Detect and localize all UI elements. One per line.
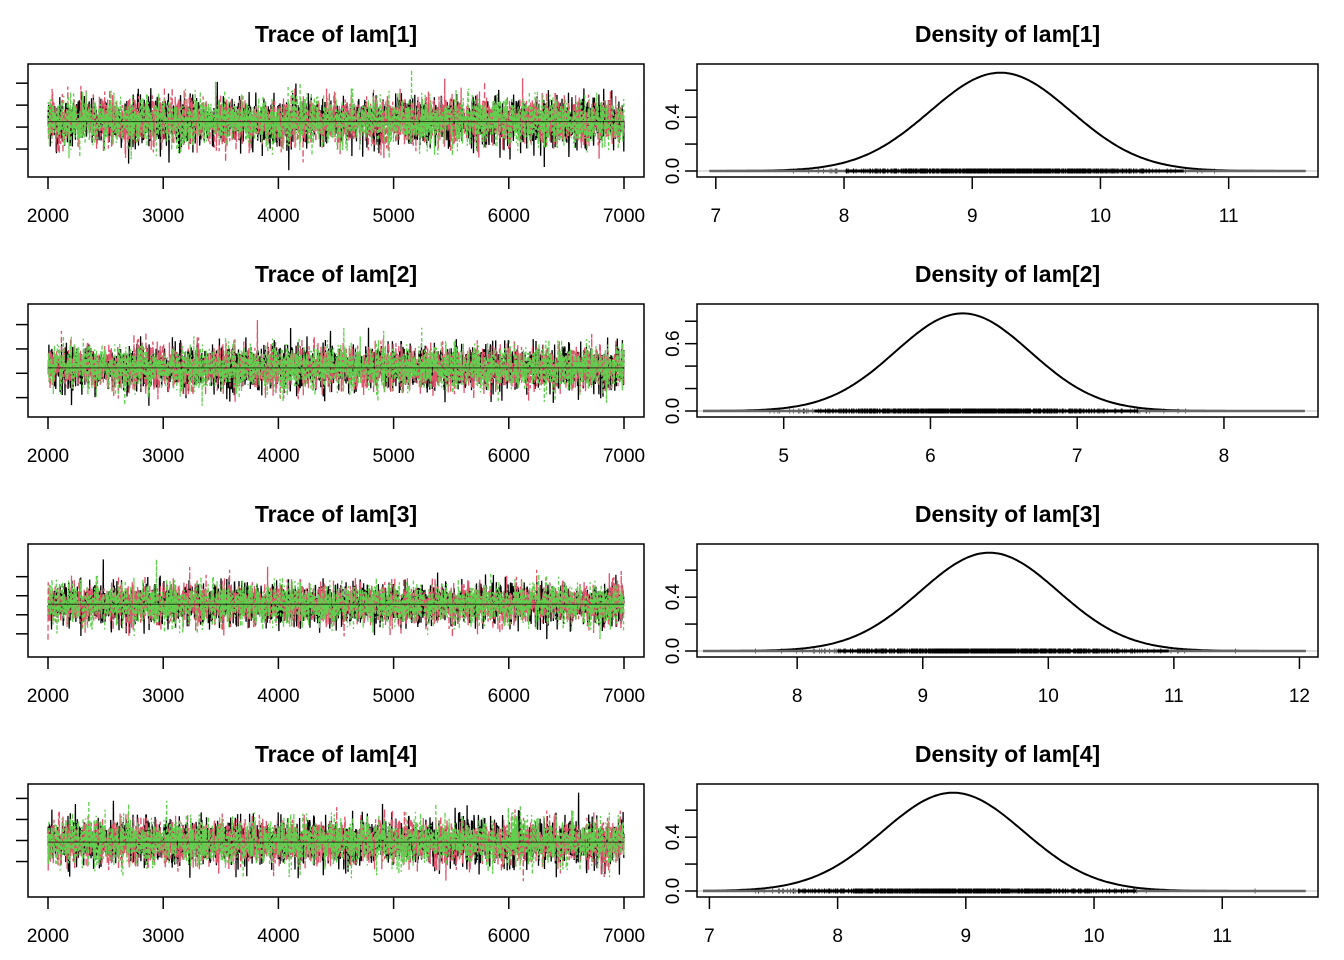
y-tick-label: 0.4 bbox=[663, 583, 684, 610]
density-curve bbox=[703, 312, 1305, 412]
trace-panel-2: Trace of lam[2] 2000 3000 4000 5000 6000 7000 bbox=[16, 261, 645, 467]
plot-area bbox=[697, 791, 1318, 894]
x-tick-label: 8 bbox=[792, 686, 803, 707]
x-tick-label: 6000 bbox=[488, 206, 530, 227]
x-tick-label: 7000 bbox=[603, 446, 645, 467]
rug bbox=[703, 648, 1306, 654]
panel-title: Trace of lam[3] bbox=[255, 501, 417, 527]
trace-line-chain-3 bbox=[47, 327, 625, 406]
x-tick-label: 3000 bbox=[142, 206, 184, 227]
plot-frame bbox=[696, 63, 1319, 178]
rug bbox=[709, 168, 1306, 174]
panel-title: Trace of lam[2] bbox=[255, 261, 417, 287]
trace-line-chain-3 bbox=[47, 800, 625, 879]
x-tick-label: 7 bbox=[1072, 446, 1083, 467]
x-tick-label: 2000 bbox=[27, 446, 69, 467]
x-tick-label: 9 bbox=[917, 686, 928, 707]
x-tick-label: 7000 bbox=[603, 686, 645, 707]
x-tick-label: 2000 bbox=[27, 206, 69, 227]
density-curve bbox=[709, 71, 1306, 172]
x-tick-label: 8 bbox=[832, 926, 843, 947]
x-tick-label: 4000 bbox=[257, 686, 299, 707]
density-curve bbox=[703, 551, 1306, 652]
plot-frame bbox=[696, 783, 1319, 898]
y-tick-label: 0.0 bbox=[663, 638, 684, 664]
x-tick-label: 6000 bbox=[488, 926, 530, 947]
trace-panel-1: Trace of lam[1] 2000 3000 4000 5000 6000 7000 bbox=[16, 21, 645, 227]
x-tick-label: 4000 bbox=[257, 446, 299, 467]
panel-title: Density of lam[3] bbox=[915, 501, 1100, 527]
plot-area bbox=[697, 312, 1318, 414]
x-tick-label: 2000 bbox=[27, 686, 69, 707]
density-panel-1: Density of lam[1] 0.0 0.4 7 8 9 10 11 bbox=[663, 21, 1319, 227]
y-tick-label: 0.0 bbox=[663, 398, 684, 424]
x-tick-label: 6000 bbox=[488, 446, 530, 467]
plot-area bbox=[47, 559, 625, 640]
plot-frame bbox=[696, 303, 1319, 418]
x-tick-label: 3000 bbox=[142, 686, 184, 707]
x-tick-label: 12 bbox=[1289, 686, 1310, 707]
density-panel-2: Density of lam[2] 0.0 0.6 5 6 7 8 bbox=[663, 261, 1319, 467]
x-tick-label: 3000 bbox=[142, 926, 184, 947]
x-tick-label: 7000 bbox=[603, 206, 645, 227]
x-tick-label: 11 bbox=[1219, 206, 1239, 227]
x-tick-label: 8 bbox=[839, 206, 850, 227]
x-tick-label: 10 bbox=[1038, 686, 1059, 707]
x-tick-label: 5000 bbox=[372, 446, 414, 467]
plot-area bbox=[47, 69, 625, 171]
x-tick-label: 10 bbox=[1090, 206, 1111, 227]
trace-line-chain-3 bbox=[47, 559, 625, 640]
x-tick-label: 5000 bbox=[372, 686, 414, 707]
plot-area bbox=[47, 792, 625, 882]
plot-area bbox=[697, 71, 1318, 174]
x-tick-label: 5000 bbox=[372, 926, 414, 947]
x-tick-label: 11 bbox=[1164, 686, 1184, 707]
x-tick-label: 7000 bbox=[603, 926, 645, 947]
panel-title: Density of lam[1] bbox=[915, 21, 1100, 47]
plot-frame bbox=[696, 543, 1319, 658]
y-tick-label: 0.0 bbox=[663, 878, 684, 904]
x-tick-label: 4000 bbox=[257, 206, 299, 227]
plot-frame bbox=[27, 303, 645, 418]
panel-title: Trace of lam[4] bbox=[255, 741, 417, 767]
x-tick-label: 9 bbox=[961, 926, 972, 947]
density-panel-4: Density of lam[4] 0.0 0.4 7 8 9 10 11 bbox=[663, 741, 1319, 947]
x-tick-label: 4000 bbox=[257, 926, 299, 947]
y-tick-label: 0.4 bbox=[663, 823, 684, 850]
density-panel-3: Density of lam[3] 0.0 0.4 8 9 10 11 12 bbox=[663, 501, 1319, 707]
x-tick-label: 8 bbox=[1219, 446, 1230, 467]
plot-area bbox=[697, 551, 1318, 654]
plot-frame bbox=[27, 63, 645, 178]
panel-title: Density of lam[2] bbox=[915, 261, 1100, 287]
x-tick-label: 3000 bbox=[142, 446, 184, 467]
y-tick-label: 0.4 bbox=[663, 103, 684, 130]
x-tick-label: 5000 bbox=[372, 206, 414, 227]
x-tick-label: 11 bbox=[1212, 926, 1232, 947]
x-tick-label: 2000 bbox=[27, 926, 69, 947]
x-tick-label: 6 bbox=[925, 446, 936, 467]
trace-panel-4: Trace of lam[4] 2000 3000 4000 5000 6000 7000 bbox=[16, 741, 645, 947]
y-tick-label: 0.0 bbox=[663, 158, 684, 184]
x-tick-label: 7 bbox=[711, 206, 722, 227]
plot-frame bbox=[27, 543, 645, 658]
panel-title: Density of lam[4] bbox=[915, 741, 1100, 767]
density-curve bbox=[703, 791, 1306, 892]
rug bbox=[703, 888, 1306, 894]
x-tick-label: 5 bbox=[778, 446, 789, 467]
rug bbox=[703, 408, 1305, 414]
x-tick-label: 9 bbox=[967, 206, 978, 227]
x-tick-label: 7 bbox=[704, 926, 715, 947]
plot-frame bbox=[27, 783, 645, 898]
plot-area bbox=[47, 319, 625, 406]
x-tick-label: 10 bbox=[1083, 926, 1104, 947]
y-tick-label: 0.6 bbox=[663, 330, 684, 356]
trace-panel-3: Trace of lam[3] 2000 3000 4000 5000 6000 7000 bbox=[16, 501, 645, 707]
panel-title: Trace of lam[1] bbox=[255, 21, 417, 47]
x-tick-label: 6000 bbox=[488, 686, 530, 707]
